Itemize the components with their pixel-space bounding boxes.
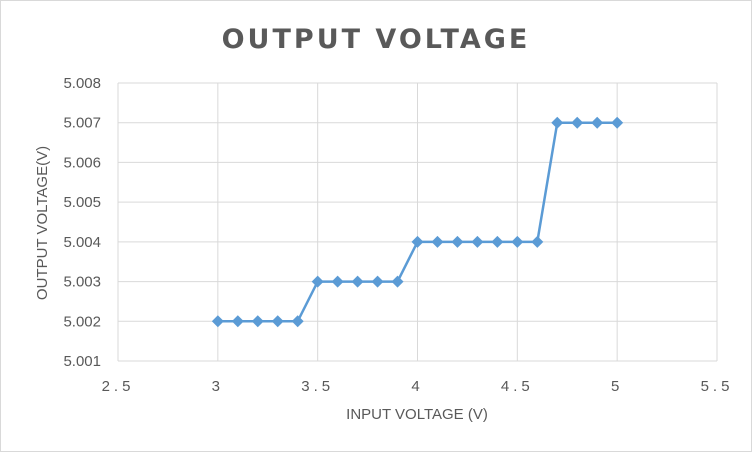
data-point-marker — [211, 315, 224, 328]
data-point-marker — [451, 235, 464, 248]
y-tick-label: 5.008 — [63, 75, 101, 92]
data-point-marker — [271, 315, 284, 328]
y-tick-label: 5.004 — [63, 234, 101, 251]
x-tick-label: 5 — [611, 378, 623, 395]
data-point-marker — [571, 116, 584, 129]
y-tick-label: 5.003 — [63, 274, 101, 291]
chart-title: OUTPUT VOLTAGE — [222, 24, 531, 55]
x-tick-labels: 2.5 3 3.5 4 4.5 5 5.5 — [102, 378, 734, 395]
x-axis-label: INPUT VOLTAGE (V) — [346, 406, 488, 423]
data-point-marker — [511, 235, 524, 248]
data-point-marker — [351, 275, 364, 288]
y-tick-label: 5.005 — [63, 194, 101, 211]
x-tick-label: 5.5 — [701, 378, 734, 395]
y-tick-label: 5.007 — [63, 115, 101, 132]
data-point-marker — [231, 315, 244, 328]
data-point-marker — [591, 116, 604, 129]
data-point-marker — [391, 275, 404, 288]
data-point-marker — [611, 116, 624, 129]
data-point-marker — [291, 315, 304, 328]
data-point-marker — [551, 116, 564, 129]
grid-lines — [117, 82, 718, 362]
x-tick-label: 4.5 — [501, 378, 534, 395]
series-output-voltage — [211, 116, 624, 328]
y-tick-label: 5.006 — [63, 154, 101, 171]
data-point-marker — [251, 315, 264, 328]
data-point-marker — [491, 235, 504, 248]
data-point-marker — [431, 235, 444, 248]
x-tick-label: 3.5 — [301, 378, 334, 395]
y-axis-label: OUTPUT VOLTAGE(V) — [34, 146, 51, 300]
y-tick-label: 5.002 — [63, 313, 101, 330]
data-point-marker — [371, 275, 384, 288]
x-tick-label: 3 — [212, 378, 224, 395]
y-tick-labels: 5.001 5.002 5.003 5.004 5.005 5.006 5.007 5.008 — [63, 75, 101, 370]
data-point-marker — [411, 235, 424, 248]
x-tick-label: 2.5 — [102, 378, 135, 395]
x-tick-label: 4 — [411, 378, 423, 395]
y-tick-label: 5.001 — [63, 353, 101, 370]
data-point-marker — [531, 235, 544, 248]
data-point-marker — [311, 275, 324, 288]
data-point-marker — [471, 235, 484, 248]
data-point-marker — [331, 275, 344, 288]
